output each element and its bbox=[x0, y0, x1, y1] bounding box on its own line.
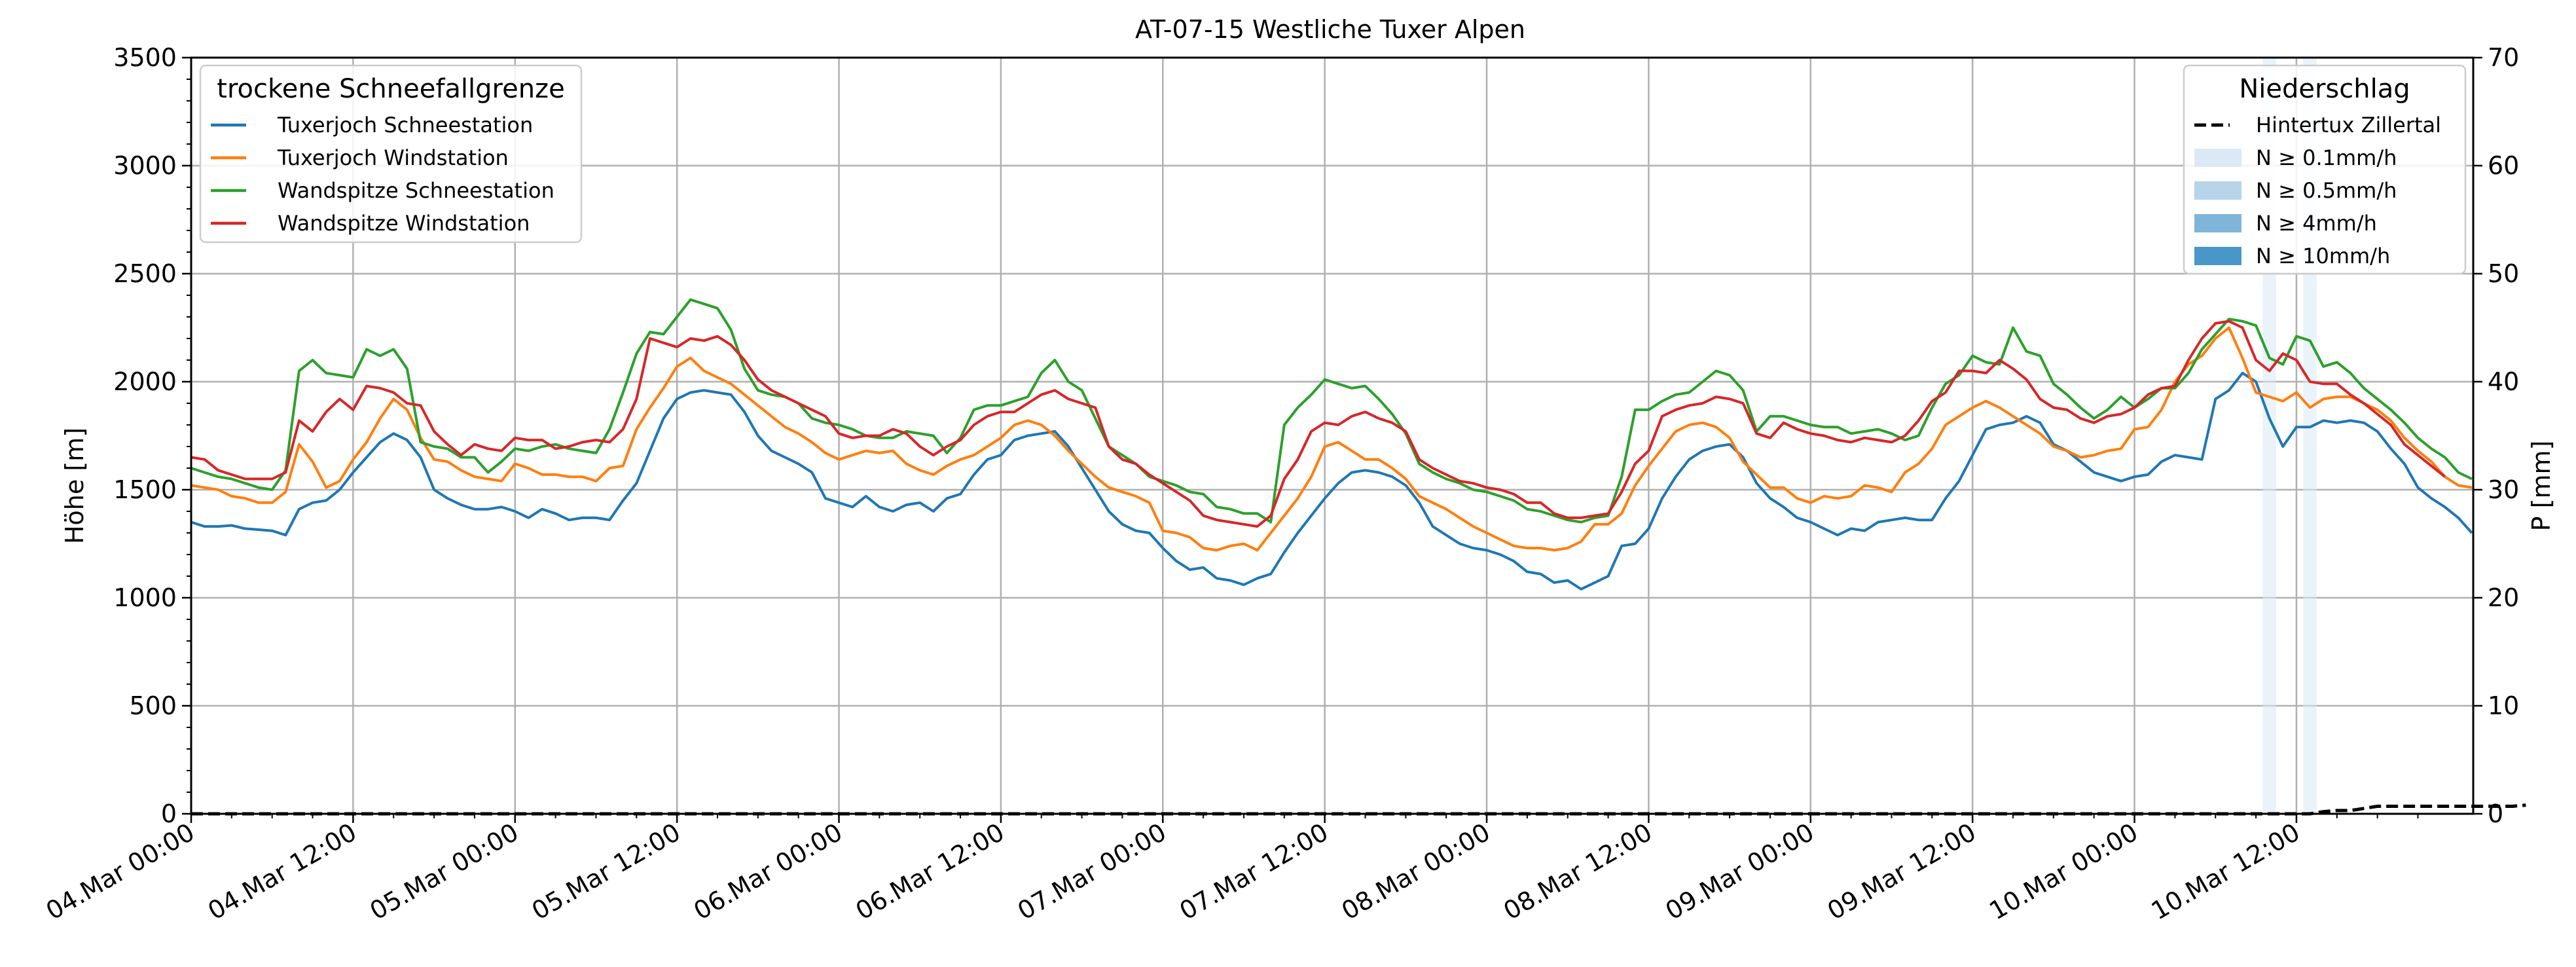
series-line-1 bbox=[190, 326, 2473, 552]
y-tick-label-right-0: 0 bbox=[2488, 799, 2503, 828]
x-tick-label-6: 07.Mar 00:00 bbox=[1013, 818, 1171, 926]
legend-right-label-2: N ≥ 0.5mm/h bbox=[2256, 178, 2397, 203]
legend-left-label-0: Tuxerjoch Schneestation bbox=[277, 113, 533, 137]
x-tick-label-5: 06.Mar 12:00 bbox=[851, 818, 1009, 926]
legend-left-label-1: Tuxerjoch Windstation bbox=[277, 145, 509, 170]
y-tick-label-right-6: 60 bbox=[2488, 151, 2519, 180]
legend-left-label-3: Wandspitze Windstation bbox=[278, 211, 530, 236]
chart-title: AT-07-15 Westliche Tuxer Alpen bbox=[1135, 15, 1525, 44]
x-tick-label-11: 09.Mar 12:00 bbox=[1823, 818, 1981, 926]
x-tick-label-4: 06.Mar 00:00 bbox=[689, 818, 847, 926]
y-axis-label-right: P [mm] bbox=[2527, 441, 2556, 532]
x-tick-label-12: 10.Mar 00:00 bbox=[1984, 818, 2143, 926]
x-tick-label-1: 04.Mar 12:00 bbox=[203, 818, 361, 926]
series-line-0 bbox=[190, 371, 2473, 591]
legend-right: Niederschlag Hintertux Zillertal N ≥ 0.1mm… bbox=[2183, 64, 2467, 275]
y-tick-label-right-3: 30 bbox=[2488, 475, 2519, 504]
legend-left-title: trockene Schneefallgrenze bbox=[217, 74, 564, 104]
x-tick-label-3: 05.Mar 12:00 bbox=[527, 818, 685, 926]
series-line-3 bbox=[190, 319, 2446, 528]
legend-right-label-3: N ≥ 4mm/h bbox=[2256, 211, 2377, 236]
y-tick-label-left-2: 1000 bbox=[113, 583, 177, 612]
legend-left: trockene Schneefallgrenze Tuxerjoch Schne… bbox=[199, 64, 583, 244]
y-tick-label-right-7: 70 bbox=[2488, 43, 2519, 72]
x-tick-label-2: 05.Mar 00:00 bbox=[365, 818, 524, 926]
y-axis-label-left: Höhe [m] bbox=[60, 428, 89, 544]
x-tick-label-7: 07.Mar 12:00 bbox=[1174, 818, 1333, 926]
x-tick-label-0: 04.Mar 00:00 bbox=[41, 818, 200, 926]
legend-left-box bbox=[199, 64, 583, 244]
y-tick-label-left-0: 0 bbox=[161, 799, 177, 828]
y-tick-label-left-4: 2000 bbox=[113, 367, 177, 396]
y-tick-label-right-1: 10 bbox=[2488, 691, 2519, 720]
legend-right-swatch-2 bbox=[2194, 181, 2241, 200]
x-tick-label-10: 09.Mar 00:00 bbox=[1661, 818, 1819, 926]
y-tick-label-right-5: 50 bbox=[2488, 259, 2519, 288]
x-tick-label-8: 08.Mar 00:00 bbox=[1337, 818, 1495, 926]
precip-line bbox=[191, 803, 2526, 816]
series-lines bbox=[190, 298, 2526, 816]
y-tick-label-right-4: 40 bbox=[2488, 367, 2519, 396]
x-tick-label-9: 08.Mar 12:00 bbox=[1498, 818, 1657, 926]
y-axis-right: 0 10 20 30 40 50 60 70 bbox=[2473, 43, 2519, 828]
legend-right-title: Niederschlag bbox=[2239, 74, 2410, 104]
series-line-2 bbox=[190, 298, 2473, 524]
legend-right-swatch-4 bbox=[2194, 247, 2241, 265]
legend-right-label-0: Hintertux Zillertal bbox=[2256, 113, 2441, 137]
legend-right-swatch-1 bbox=[2194, 149, 2241, 167]
x-tick-label-13: 10.Mar 12:00 bbox=[2147, 818, 2305, 926]
y-tick-label-left-7: 3500 bbox=[113, 43, 177, 72]
x-axis: 04.Mar 00:00 04.Mar 12:00 05.Mar 00:00 05.M… bbox=[41, 814, 2419, 926]
y-tick-label-left-6: 3000 bbox=[113, 151, 177, 180]
legend-right-swatch-3 bbox=[2194, 214, 2241, 232]
y-tick-label-left-5: 2500 bbox=[113, 259, 177, 288]
y-axis-left: 0 500 1000 1500 2000 2500 3000 3500 bbox=[113, 43, 191, 828]
y-tick-label-right-2: 20 bbox=[2488, 583, 2519, 612]
legend-right-label-1: N ≥ 0.1mm/h bbox=[2256, 145, 2397, 170]
plot-border bbox=[190, 56, 2475, 815]
legend-left-label-2: Wandspitze Schneestation bbox=[278, 178, 554, 203]
y-tick-label-left-1: 500 bbox=[129, 691, 177, 720]
y-tick-label-left-3: 1500 bbox=[113, 475, 177, 504]
legend-right-label-4: N ≥ 10mm/h bbox=[2256, 244, 2390, 268]
plot-frame bbox=[190, 56, 2475, 815]
legend-right-box bbox=[2183, 64, 2467, 275]
